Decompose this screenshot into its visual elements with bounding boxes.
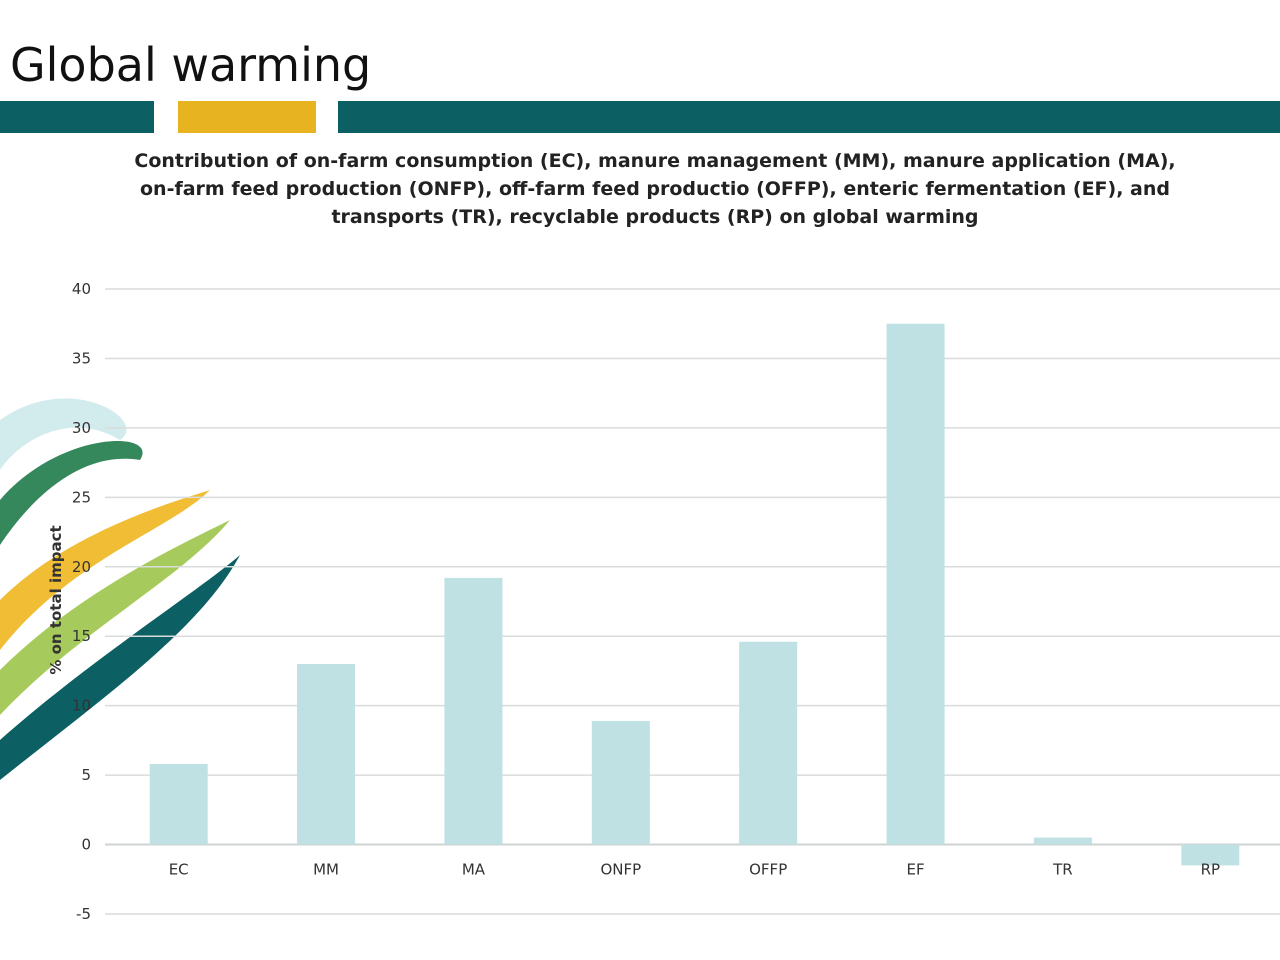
chart-title: Contribution of on-farm consumption (EC)…	[134, 150, 1176, 228]
bar-offp	[739, 641, 798, 845]
y-tick-label: 20	[72, 558, 91, 576]
x-tick-label: EF	[907, 861, 925, 879]
bar-rp	[1181, 844, 1240, 866]
y-axis-label: % on total impact	[47, 525, 65, 675]
x-tick-label: MM	[313, 861, 339, 879]
bar-ef	[886, 323, 945, 845]
decorative-swoosh	[0, 398, 240, 780]
bar-chart: 40 35 30 25 20 15 10 5 0 -5 EC MM MA ONFP OFFP EF TR RP	[72, 280, 1280, 923]
y-tick-label: 15	[72, 627, 91, 645]
y-tick-label: 5	[81, 766, 91, 784]
x-tick-label: RP	[1201, 861, 1220, 879]
y-tick-label: 10	[72, 697, 91, 715]
y-tick-label: 30	[72, 419, 91, 437]
x-tick-label: MA	[462, 861, 486, 879]
x-tick-label: ONFP	[600, 861, 641, 879]
y-tick-label: 35	[72, 349, 91, 367]
header-band-left	[0, 101, 154, 133]
bar-ma	[444, 577, 503, 845]
x-tick-label: TR	[1052, 861, 1073, 879]
y-tick-label: 25	[72, 488, 91, 506]
x-tick-label: EC	[169, 861, 189, 879]
header-band-accent	[178, 101, 316, 133]
slide-title: Global warming	[10, 38, 372, 92]
header-band-right	[338, 101, 1280, 133]
y-tick-label: 0	[81, 836, 91, 854]
y-tick-label: 40	[72, 280, 91, 298]
bar-ec	[149, 764, 208, 845]
y-tick-label: -5	[76, 905, 91, 923]
bar-tr	[1033, 837, 1092, 845]
bar-onfp	[591, 720, 650, 845]
x-tick-label: OFFP	[749, 861, 787, 879]
bar-mm	[297, 664, 356, 845]
